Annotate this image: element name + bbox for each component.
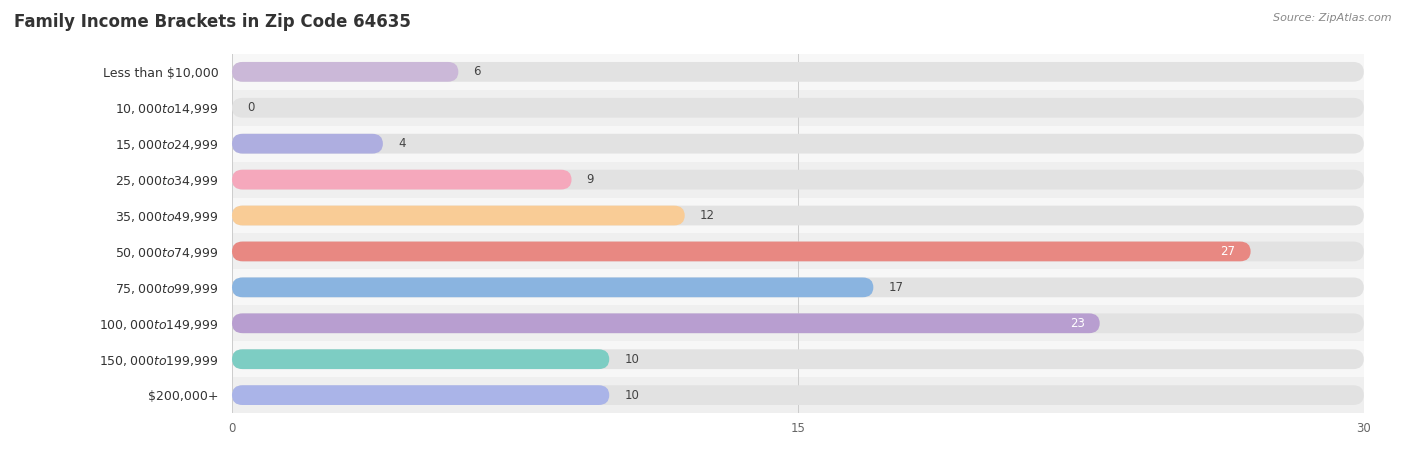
FancyBboxPatch shape bbox=[232, 134, 1364, 154]
FancyBboxPatch shape bbox=[232, 277, 1364, 297]
Text: 10: 10 bbox=[624, 353, 640, 365]
Text: Source: ZipAtlas.com: Source: ZipAtlas.com bbox=[1274, 13, 1392, 23]
Bar bbox=[232, 54, 1364, 90]
Text: Family Income Brackets in Zip Code 64635: Family Income Brackets in Zip Code 64635 bbox=[14, 13, 411, 31]
FancyBboxPatch shape bbox=[232, 349, 609, 369]
Bar bbox=[232, 269, 1364, 305]
Bar bbox=[232, 162, 1364, 198]
FancyBboxPatch shape bbox=[232, 62, 1364, 82]
Text: 12: 12 bbox=[700, 209, 714, 222]
Bar bbox=[232, 90, 1364, 126]
Bar bbox=[232, 305, 1364, 341]
FancyBboxPatch shape bbox=[232, 242, 1251, 261]
FancyBboxPatch shape bbox=[232, 134, 382, 154]
Text: 23: 23 bbox=[1070, 317, 1084, 330]
FancyBboxPatch shape bbox=[232, 277, 873, 297]
FancyBboxPatch shape bbox=[232, 313, 1364, 333]
FancyBboxPatch shape bbox=[232, 98, 1364, 118]
Bar bbox=[232, 341, 1364, 377]
Text: 17: 17 bbox=[889, 281, 904, 294]
FancyBboxPatch shape bbox=[232, 206, 1364, 225]
Bar bbox=[232, 233, 1364, 269]
FancyBboxPatch shape bbox=[232, 385, 609, 405]
FancyBboxPatch shape bbox=[232, 242, 1364, 261]
Text: 10: 10 bbox=[624, 389, 640, 401]
Text: 9: 9 bbox=[586, 173, 595, 186]
Text: 4: 4 bbox=[398, 137, 405, 150]
Bar bbox=[232, 377, 1364, 413]
Text: 27: 27 bbox=[1220, 245, 1236, 258]
FancyBboxPatch shape bbox=[232, 385, 1364, 405]
FancyBboxPatch shape bbox=[232, 313, 1099, 333]
FancyBboxPatch shape bbox=[232, 170, 1364, 189]
Bar bbox=[232, 198, 1364, 233]
FancyBboxPatch shape bbox=[232, 170, 571, 189]
FancyBboxPatch shape bbox=[232, 349, 1364, 369]
Bar bbox=[232, 126, 1364, 162]
FancyBboxPatch shape bbox=[232, 206, 685, 225]
FancyBboxPatch shape bbox=[232, 62, 458, 82]
Text: 6: 6 bbox=[474, 66, 481, 78]
Text: 0: 0 bbox=[247, 101, 254, 114]
